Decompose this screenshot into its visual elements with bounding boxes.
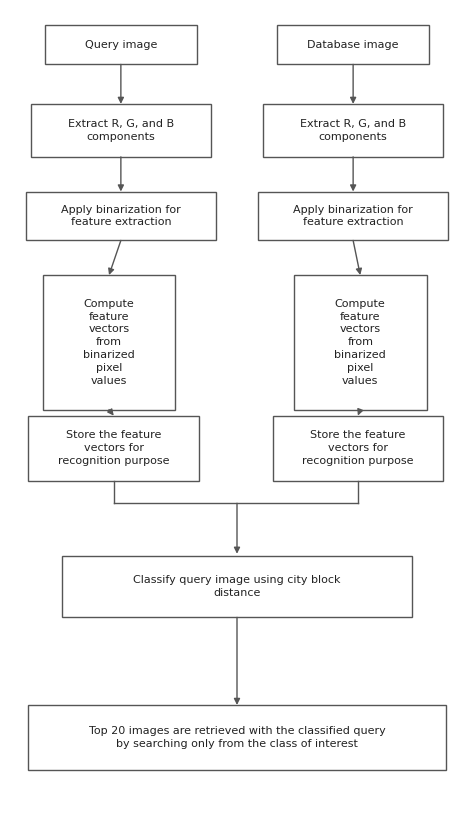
Text: Database image: Database image — [307, 40, 399, 50]
Text: Apply binarization for
feature extraction: Apply binarization for feature extractio… — [293, 205, 413, 227]
Text: Classify query image using city block
distance: Classify query image using city block di… — [133, 575, 341, 598]
Text: Top 20 images are retrieved with the classified query
by searching only from the: Top 20 images are retrieved with the cla… — [89, 726, 385, 749]
Text: Apply binarization for
feature extraction: Apply binarization for feature extractio… — [61, 205, 181, 227]
Text: Extract R, G, and B
components: Extract R, G, and B components — [68, 119, 174, 142]
FancyBboxPatch shape — [28, 705, 446, 770]
Text: Store the feature
vectors for
recognition purpose: Store the feature vectors for recognitio… — [302, 430, 414, 466]
FancyBboxPatch shape — [43, 275, 175, 409]
Text: Compute
feature
vectors
from
binarized
pixel
values: Compute feature vectors from binarized p… — [334, 299, 386, 385]
FancyBboxPatch shape — [258, 192, 448, 240]
FancyBboxPatch shape — [62, 556, 412, 618]
Text: Store the feature
vectors for
recognition purpose: Store the feature vectors for recognitio… — [58, 430, 170, 466]
FancyBboxPatch shape — [263, 104, 443, 156]
Text: Extract R, G, and B
components: Extract R, G, and B components — [300, 119, 406, 142]
FancyBboxPatch shape — [294, 275, 427, 409]
FancyBboxPatch shape — [28, 416, 199, 481]
FancyBboxPatch shape — [277, 25, 429, 64]
Text: Compute
feature
vectors
from
binarized
pixel
values: Compute feature vectors from binarized p… — [83, 299, 135, 385]
Text: Query image: Query image — [85, 40, 157, 50]
FancyBboxPatch shape — [273, 416, 443, 481]
FancyBboxPatch shape — [45, 25, 197, 64]
FancyBboxPatch shape — [31, 104, 211, 156]
FancyBboxPatch shape — [26, 192, 216, 240]
